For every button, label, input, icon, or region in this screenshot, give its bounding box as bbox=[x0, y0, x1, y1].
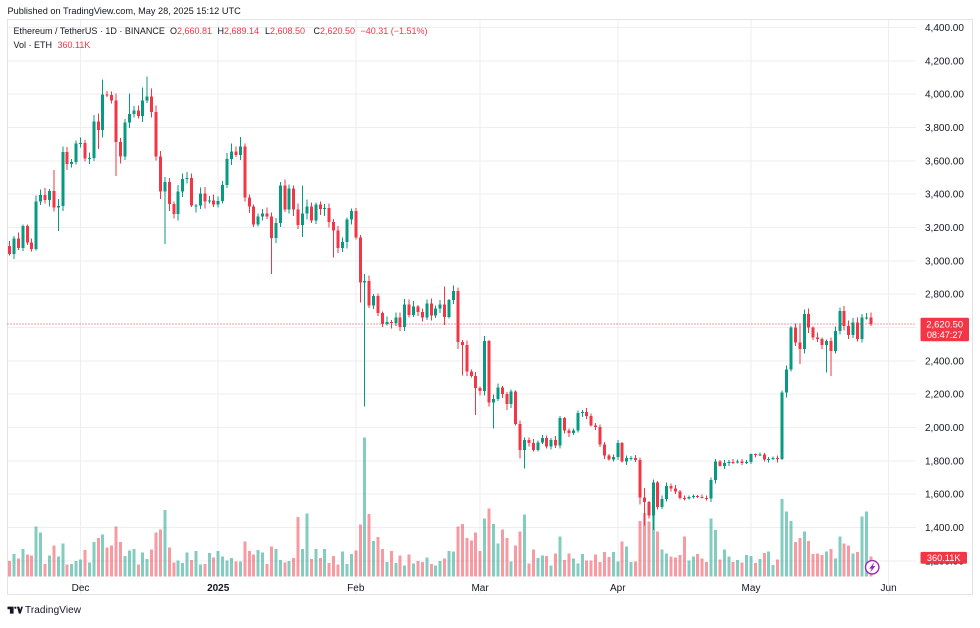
svg-text:2,200.00: 2,200.00 bbox=[925, 390, 964, 401]
svg-text:1,600.00: 1,600.00 bbox=[925, 490, 964, 501]
svg-text:2,800.00: 2,800.00 bbox=[925, 290, 964, 301]
svg-text:1,400.00: 1,400.00 bbox=[925, 523, 964, 534]
svg-text:2,620.50: 2,620.50 bbox=[926, 319, 963, 330]
svg-text:360.11K: 360.11K bbox=[927, 553, 961, 563]
svg-text:3,200.00: 3,200.00 bbox=[925, 223, 964, 234]
svg-text:Dec: Dec bbox=[72, 583, 90, 594]
svg-text:3,400.00: 3,400.00 bbox=[925, 190, 964, 201]
svg-text:4,000.00: 4,000.00 bbox=[925, 90, 964, 101]
svg-text:Mar: Mar bbox=[471, 583, 489, 594]
svg-text:3,800.00: 3,800.00 bbox=[925, 123, 964, 134]
svg-text:Feb: Feb bbox=[347, 583, 365, 594]
svg-text:4,200.00: 4,200.00 bbox=[925, 56, 964, 67]
svg-text:2,000.00: 2,000.00 bbox=[925, 423, 964, 434]
svg-text:4,400.00: 4,400.00 bbox=[925, 23, 964, 34]
svg-text:3,600.00: 3,600.00 bbox=[925, 156, 964, 167]
svg-text:1,800.00: 1,800.00 bbox=[925, 456, 964, 467]
svg-text:2,400.00: 2,400.00 bbox=[925, 356, 964, 367]
svg-text:08:47:27: 08:47:27 bbox=[927, 330, 963, 340]
svg-text:2025: 2025 bbox=[207, 583, 230, 594]
svg-text:May: May bbox=[742, 583, 761, 594]
svg-text:Apr: Apr bbox=[610, 583, 626, 594]
svg-text:Jun: Jun bbox=[881, 583, 897, 594]
svg-text:3,000.00: 3,000.00 bbox=[925, 256, 964, 267]
